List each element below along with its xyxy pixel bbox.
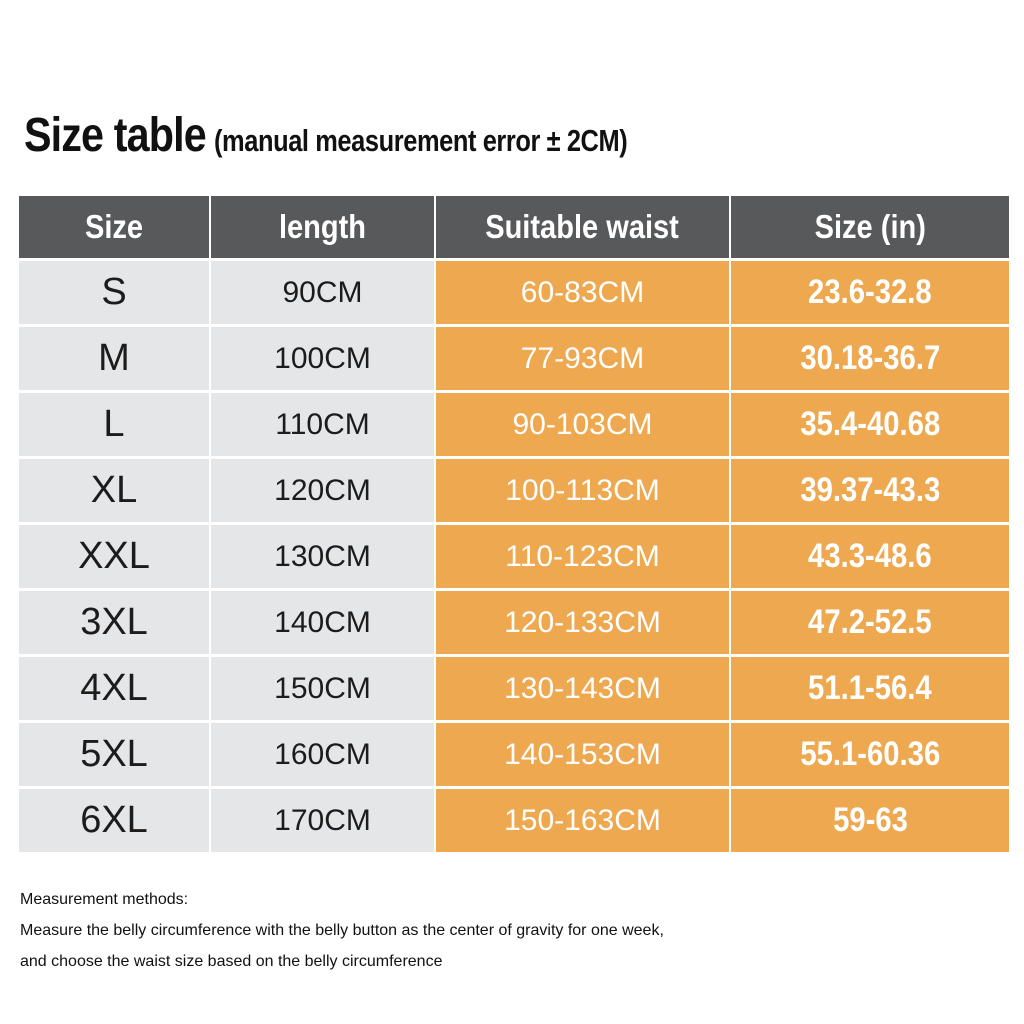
inch-cell: 51.1-56.4 <box>730 655 1009 723</box>
inch-cell: 55.1-60.36 <box>730 721 1009 789</box>
size-cell: XL <box>19 457 211 525</box>
length-cell: 170CM <box>210 787 436 852</box>
inch-cell: 23.6-32.8 <box>730 259 1009 327</box>
waist-cell: 150-163CM <box>435 787 731 852</box>
title-subtitle: (manual measurement error ± 2CM) <box>214 123 628 158</box>
length-cell: 150CM <box>210 655 436 723</box>
table-row: L 110CM 90-103CM 35.4-40.68 <box>19 391 1009 459</box>
size-cell: S <box>19 259 211 327</box>
size-cell: M <box>19 325 211 393</box>
length-cell: 130CM <box>210 523 436 591</box>
waist-cell: 60-83CM <box>435 259 731 327</box>
waist-cell: 120-133CM <box>435 589 731 657</box>
size-cell: 6XL <box>19 787 211 852</box>
table-row: 5XL 160CM 140-153CM 55.1-60.36 <box>19 721 1009 789</box>
inch-cell: 47.2-52.5 <box>730 589 1009 657</box>
waist-cell: 110-123CM <box>435 523 731 591</box>
title-main: Size table <box>24 109 207 162</box>
size-cell: 4XL <box>19 655 211 723</box>
notes-line-1: Measure the belly circumference with the… <box>20 922 664 939</box>
notes-line-2: and choose the waist size based on the b… <box>20 953 443 970</box>
waist-cell: 140-153CM <box>435 721 731 789</box>
waist-cell: 100-113CM <box>435 457 731 525</box>
table-row: 3XL 140CM 120-133CM 47.2-52.5 <box>19 589 1009 657</box>
length-cell: 110CM <box>210 391 436 459</box>
page-title: Size table (manual measurement error ± 2… <box>24 108 718 168</box>
size-cell: 3XL <box>19 589 211 657</box>
table-row: XL 120CM 100-113CM 39.37-43.3 <box>19 457 1009 525</box>
waist-cell: 130-143CM <box>435 655 731 723</box>
measurement-notes: Measurement methods: Measure the belly c… <box>20 884 664 977</box>
inch-cell: 43.3-48.6 <box>730 523 1009 591</box>
table-row: M 100CM 77-93CM 30.18-36.7 <box>19 325 1009 393</box>
notes-heading: Measurement methods: <box>20 891 189 908</box>
header-row: Size length Suitable waist Size (in) <box>19 196 1009 261</box>
inch-cell: 30.18-36.7 <box>730 325 1009 393</box>
size-cell: XXL <box>19 523 211 591</box>
header-size-inches: Size (in) <box>730 196 1009 261</box>
length-cell: 160CM <box>210 721 436 789</box>
table-row: XXL 130CM 110-123CM 43.3-48.6 <box>19 523 1009 591</box>
waist-cell: 90-103CM <box>435 391 731 459</box>
size-cell: 5XL <box>19 721 211 789</box>
header-size: Size <box>19 196 211 261</box>
length-cell: 90CM <box>210 259 436 327</box>
length-cell: 120CM <box>210 457 436 525</box>
header-length: length <box>210 196 436 261</box>
table-row: 6XL 170CM 150-163CM 59-63 <box>19 787 1009 852</box>
table-row: S 90CM 60-83CM 23.6-32.8 <box>19 259 1009 327</box>
size-cell: L <box>19 391 211 459</box>
waist-cell: 77-93CM <box>435 325 731 393</box>
inch-cell: 39.37-43.3 <box>730 457 1009 525</box>
header-suitable-waist: Suitable waist <box>435 196 731 261</box>
table-row: 4XL 150CM 130-143CM 51.1-56.4 <box>19 655 1009 723</box>
length-cell: 100CM <box>210 325 436 393</box>
inch-cell: 59-63 <box>730 787 1009 852</box>
length-cell: 140CM <box>210 589 436 657</box>
inch-cell: 35.4-40.68 <box>730 391 1009 459</box>
size-table: Size length Suitable waist Size (in) S 9… <box>19 196 1009 852</box>
